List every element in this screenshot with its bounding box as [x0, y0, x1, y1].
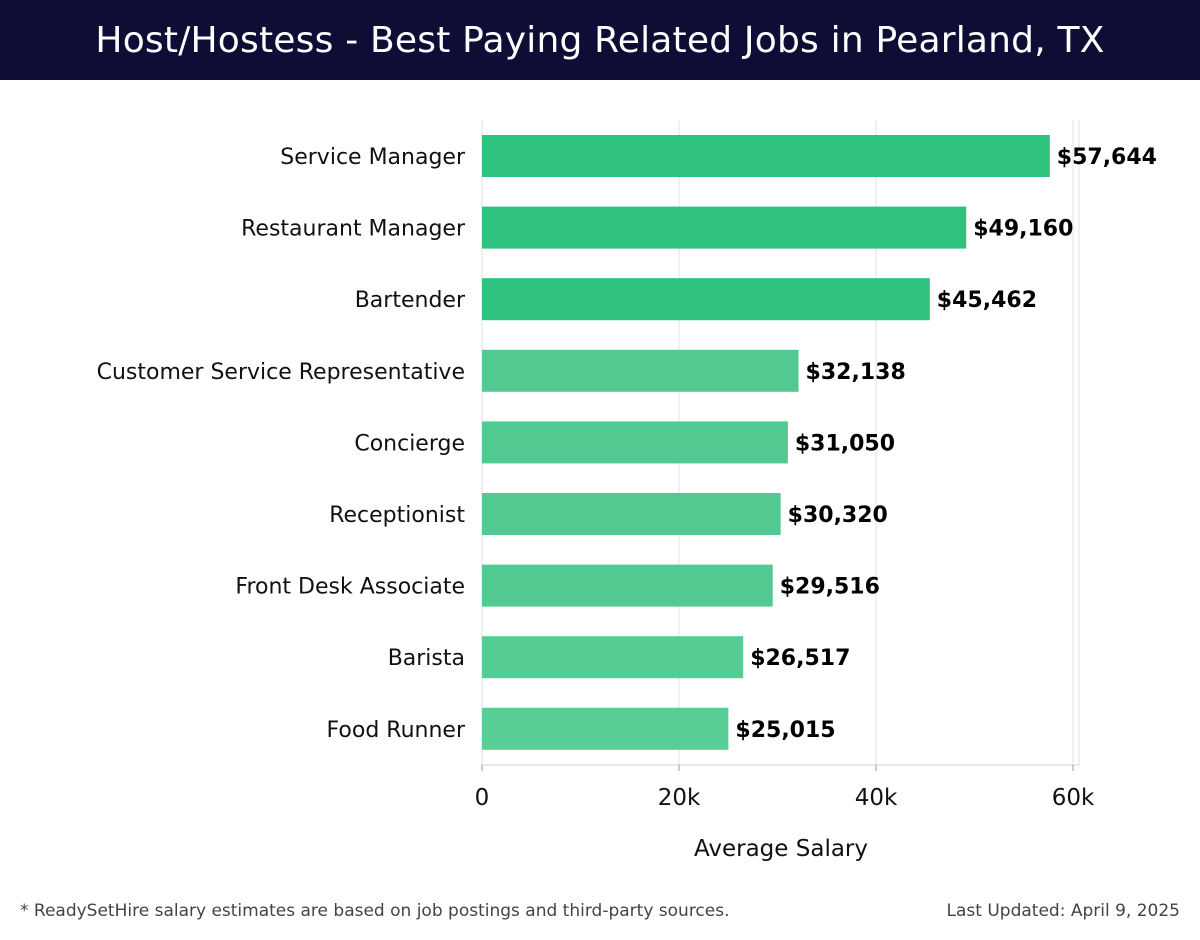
x-tick-label: 20k: [658, 785, 701, 811]
bar: [482, 206, 967, 249]
header-bar: Host/Hostess - Best Paying Related Jobs …: [0, 0, 1200, 80]
bar: [482, 135, 1050, 177]
page-title: Host/Hostess - Best Paying Related Jobs …: [95, 19, 1105, 61]
category-label: Receptionist: [329, 503, 465, 528]
bar: [482, 278, 930, 321]
footnote: * ReadySetHire salary estimates are base…: [20, 901, 730, 921]
category-label: Front Desk Associate: [235, 575, 465, 600]
x-axis: 0 20k 40k 60k: [475, 764, 1095, 811]
value-label: $31,050: [795, 431, 895, 456]
category-label: Barista: [388, 646, 465, 671]
value-label: $26,517: [750, 646, 850, 671]
category-label: Concierge: [354, 431, 465, 456]
value-label: $30,320: [788, 503, 888, 528]
value-label: $29,516: [780, 575, 880, 600]
bar: [482, 349, 799, 392]
value-label: $32,138: [806, 360, 906, 385]
bar: [482, 564, 773, 607]
category-label: Service Manager: [280, 145, 466, 170]
category-label: Restaurant Manager: [241, 217, 466, 242]
x-tick-label: 40k: [855, 785, 898, 811]
bars-layer: [482, 135, 1050, 750]
value-label: $57,644: [1057, 145, 1157, 170]
bar: [482, 421, 788, 464]
x-tick-label: 0: [475, 785, 490, 811]
value-label: $49,160: [973, 217, 1073, 242]
last-updated: Last Updated: April 9, 2025: [946, 901, 1180, 921]
bar: [482, 493, 781, 535]
labels-layer: Service Manager $57,644 Restaurant Manager…: [97, 145, 1157, 743]
value-label: $45,462: [937, 288, 1037, 313]
bar: [482, 707, 729, 750]
category-label: Bartender: [355, 288, 466, 313]
value-label: $25,015: [735, 718, 835, 743]
x-tick-label: 60k: [1052, 785, 1095, 811]
bar: [482, 636, 744, 679]
bar-chart: Service Manager $57,644 Restaurant Manager…: [97, 120, 1157, 862]
category-label: Food Runner: [327, 718, 466, 743]
category-label: Customer Service Representative: [97, 360, 465, 385]
x-axis-title: Average Salary: [694, 836, 868, 862]
